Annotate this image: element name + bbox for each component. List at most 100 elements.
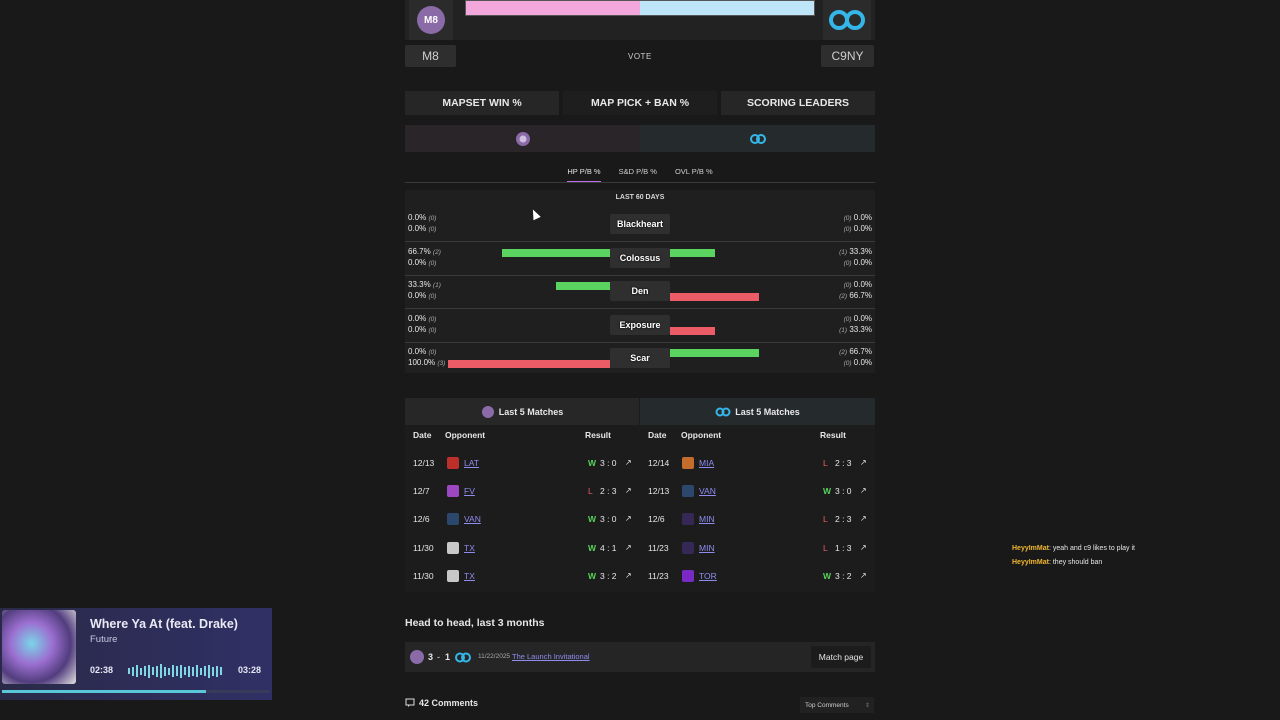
opponent-link[interactable]: TX: [464, 570, 475, 581]
team-b-ban-stat-count: (0): [843, 226, 852, 233]
team-a-ban-stat-value: 0.0%: [408, 291, 427, 300]
team-b-pick-stat-value: 66.7%: [849, 347, 872, 356]
opponent-logo-icon: [682, 485, 694, 498]
team-a-pick-stat-value: 66.7%: [408, 246, 431, 256]
team-a-pick-stat: 0.0% (0): [408, 314, 436, 323]
team-b-pick-stat-count: (1): [839, 248, 848, 256]
match-result: L: [823, 542, 828, 553]
waveform-bar: [188, 665, 190, 677]
team-a-pick-stat: 0.0% (0): [408, 347, 436, 356]
opponent-link[interactable]: MIA: [699, 458, 715, 468]
comment-sort-select[interactable]: Top Comments ⇕: [800, 697, 874, 713]
tab-mapset-win[interactable]: MAPSET WIN %: [405, 91, 559, 115]
team-a-ban-stat-value: 100.0%: [408, 358, 436, 367]
waveform: [128, 664, 228, 678]
match-date: 11/30: [413, 570, 434, 581]
subtab-hp[interactable]: HP P/B %: [567, 164, 601, 182]
external-link-icon[interactable]: ↗: [860, 514, 867, 524]
team-a-pick-stat-count: (0): [428, 315, 437, 323]
external-link-icon[interactable]: ↗: [860, 458, 867, 467]
vote-team-b-button[interactable]: C9NY: [821, 45, 874, 67]
track-artist: Future: [90, 634, 118, 645]
team-b-ban-stat: (0) 0.0%: [844, 224, 872, 233]
h2h-score-b: 1: [445, 652, 451, 662]
team-b-matches-title: Last 5 Matches: [735, 406, 800, 417]
external-link-icon[interactable]: ↗: [625, 570, 632, 580]
opponent-link[interactable]: VAN: [464, 514, 481, 525]
match-result: W: [588, 514, 597, 525]
external-link-icon[interactable]: ↗: [625, 486, 632, 496]
subtab-ovl[interactable]: OVL P/B %: [674, 167, 713, 176]
match-result: L: [588, 486, 593, 497]
team-a-pick-bar: [556, 282, 610, 290]
h2h-title: Head to head, last 3 months: [405, 617, 545, 629]
svg-text:M8: M8: [424, 15, 438, 26]
match-date: 12/6: [413, 514, 430, 525]
team-b-pick-stat-count: (0): [843, 315, 852, 323]
team-b-ban-stat-value: 0.0%: [853, 358, 872, 367]
team-a-ban-stat-value: 0.0%: [408, 324, 427, 334]
waveform-bar: [172, 665, 174, 677]
team-b-pick-bar: [670, 248, 715, 257]
vote-bar: [465, 0, 815, 16]
opponent-logo-icon: [447, 569, 459, 582]
opponent-link[interactable]: LAT: [464, 458, 479, 468]
match-result: W: [588, 458, 597, 468]
team-a-ban-stat-count: (0): [428, 293, 437, 300]
team-logo-strip: [405, 125, 875, 152]
external-link-icon[interactable]: ↗: [860, 542, 867, 552]
map-pick-ban-table: 0.0% (0) 0.0% (0) (0) 0.0% (0) 0.0% Blackhea…: [405, 190, 875, 373]
team-b-ban-bar: [670, 326, 715, 335]
match-score: 3 : 2: [600, 570, 617, 581]
tab-map-pick-ban[interactable]: MAP PICK + BAN %: [563, 91, 717, 115]
waveform-bar: [176, 666, 178, 676]
team-a-matches-header: Last 5 Matches: [405, 398, 639, 425]
opponent-link[interactable]: TOR: [699, 570, 717, 581]
match-score: 3 : 2: [835, 570, 852, 581]
opponent-link[interactable]: TX: [464, 542, 475, 553]
col-result-b: Result: [820, 430, 846, 440]
match-date: 12/13: [413, 458, 435, 468]
team-b-pick-bar: [670, 349, 760, 357]
match-result: W: [823, 570, 832, 581]
team-a-ban-stat: 100.0% (3): [408, 358, 445, 367]
waveform-bar: [220, 667, 222, 675]
match-date: 12/6: [648, 514, 665, 525]
external-link-icon[interactable]: ↗: [625, 542, 632, 552]
h2h-score-a: 3: [428, 652, 434, 662]
opponent-link[interactable]: VAN: [699, 486, 716, 497]
external-link-icon[interactable]: ↗: [860, 486, 867, 496]
team-b-pick-stat-count: (0): [843, 282, 852, 289]
opponent-link[interactable]: FV: [464, 486, 475, 497]
waveform-bar: [132, 666, 134, 676]
opponent-link[interactable]: MIN: [699, 514, 715, 525]
h2h-score-sep: -: [437, 652, 440, 662]
opponent-logo-icon: [682, 457, 694, 469]
opponent-logo-icon: [682, 569, 694, 582]
team-a-matches-title: Last 5 Matches: [498, 406, 564, 417]
match-date: 12/14: [648, 458, 670, 468]
m8-logo: M8: [409, 0, 453, 40]
opponent-logo-icon: [447, 485, 459, 498]
tab-scoring-leaders[interactable]: SCORING LEADERS: [721, 91, 875, 115]
external-link-icon[interactable]: ↗: [625, 458, 632, 467]
match-page-button[interactable]: Match page: [811, 646, 871, 668]
team-a-pick-bar: [501, 248, 610, 257]
external-link-icon[interactable]: ↗: [860, 570, 867, 580]
map-name: Colossus: [610, 247, 670, 268]
track-progress: [2, 690, 270, 693]
match-score: 2 : 3: [835, 514, 852, 525]
waveform-bar: [140, 667, 142, 675]
subtab-snd[interactable]: S&D P/B %: [618, 167, 657, 176]
track-title: Where Ya At (feat. Drake): [90, 617, 238, 631]
map-row: 0.0% (0) 0.0% (0) (0) 0.0% (0) 0.0% Blackhea…: [405, 208, 875, 242]
map-row: 0.0% (0) 100.0% (3) (2) 66.7% (0) 0.0% Scar: [405, 342, 875, 375]
match-result: W: [588, 542, 597, 553]
vote-team-a-button[interactable]: M8: [405, 45, 456, 67]
team-b-pick-stat: (0) 0.0%: [844, 280, 872, 289]
opponent-link[interactable]: MIN: [699, 542, 715, 553]
external-link-icon[interactable]: ↗: [625, 514, 632, 524]
h2h-event-link[interactable]: The Launch Invitational: [512, 652, 590, 661]
elapsed-time: 02:38: [90, 665, 114, 675]
team-b-matches-header: Last 5 Matches: [640, 398, 875, 425]
